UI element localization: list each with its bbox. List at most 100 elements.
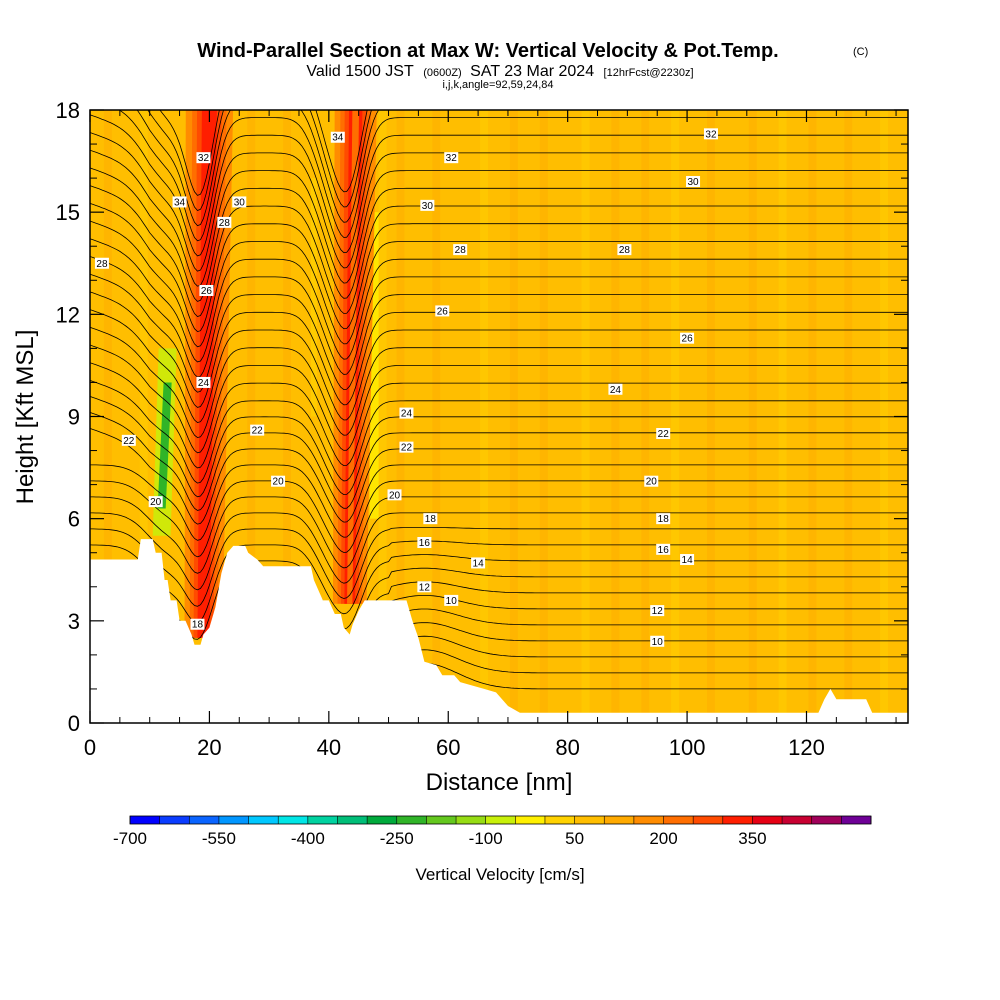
isentrope-line (90, 203, 908, 333)
subtitle-date: SAT 23 Mar 2024 (470, 63, 594, 80)
contour-label-text: 14 (682, 555, 694, 566)
contour-label-box (94, 257, 109, 269)
contour-label: 30 (420, 199, 435, 212)
colorbar-swatch (811, 816, 842, 824)
x-tick-label: 20 (197, 735, 221, 760)
contour-label: 26 (435, 305, 450, 317)
weak-downdraft-strip (369, 212, 379, 519)
contour-label: 12 (417, 581, 432, 593)
contour-label-box (417, 581, 432, 593)
isentrope-line (90, 256, 908, 378)
contour-label-text: 32 (446, 153, 458, 164)
contour-label-box (217, 216, 232, 228)
colorbar-swatch (604, 816, 635, 824)
colorbar-swatch (278, 816, 309, 824)
contour-label-text: 22 (123, 436, 135, 447)
x-tick-label: 100 (669, 735, 706, 760)
contour-label-text: 20 (646, 477, 658, 488)
isentrope-line (90, 132, 908, 272)
contour-label-text: 10 (446, 596, 458, 607)
colorbar-swatch (752, 816, 783, 824)
weak-downdraft-strip (310, 178, 317, 417)
subtitle-valid: Valid 1500 JST (306, 63, 414, 80)
contour-label: 26 (680, 332, 695, 345)
contour-label-text: 24 (198, 378, 210, 389)
colorbar-swatch (130, 816, 160, 824)
contour-label-text: 26 (682, 334, 694, 345)
colorbar-swatch (248, 816, 279, 824)
y-tick-label: 6 (68, 507, 80, 532)
contour-label-box (399, 441, 414, 453)
velocity-streak (139, 110, 148, 723)
isentrope-line (90, 380, 908, 484)
terrain-mask (90, 539, 908, 723)
contour-label: 28 (453, 244, 468, 256)
isentrope-line (90, 273, 908, 393)
colorbar-swatch (722, 816, 753, 824)
contour-label: 10 (650, 635, 665, 648)
subtitle-zulu: (0600Z) (423, 67, 462, 79)
colorbar-swatch (396, 816, 427, 824)
contour-label-box (617, 244, 632, 256)
colorbar-swatch (337, 816, 368, 824)
contour-label-box (680, 554, 695, 566)
contour-label-box (656, 543, 671, 555)
isentrope-line (90, 540, 908, 624)
contour-label: 14 (680, 554, 695, 566)
contour-label-text: 26 (201, 286, 213, 297)
contour-label: 20 (387, 489, 402, 501)
colorbar-swatch (841, 816, 872, 824)
colorbar-tick-label: 350 (738, 829, 766, 848)
contour-label-text: 12 (652, 606, 664, 617)
contour-label: 32 (703, 128, 718, 140)
contour-label: 18 (190, 618, 205, 631)
contour-label-box (196, 152, 211, 164)
contour-label-box (330, 131, 345, 143)
contour-label-box (399, 407, 414, 419)
contour-label: 22 (250, 424, 265, 437)
contour-label-text: 18 (658, 514, 670, 525)
isentrope-line (90, 114, 908, 257)
contour-label-box (608, 383, 623, 395)
colorbar: -700 -550 -400 -250 -100 50 200 350 (113, 815, 872, 848)
contour-label-text: 20 (150, 497, 162, 508)
contour-label-text: 26 (437, 306, 449, 317)
contour-label-box (271, 475, 286, 487)
contour-label-text: 30 (687, 177, 699, 188)
contour-label: 28 (94, 257, 109, 270)
contour-label: 20 (271, 475, 286, 488)
isentrope-line (90, 167, 908, 302)
isentrope-line (90, 291, 908, 408)
contour-label-text: 28 (219, 218, 231, 229)
contour-label-box (199, 284, 214, 296)
x-tick-label: 80 (555, 735, 579, 760)
colorbar-tick-label: -250 (380, 829, 414, 848)
contour-label-box (644, 475, 659, 487)
colorbar-tick-label: -400 (291, 829, 325, 848)
colorbar-swatch (633, 816, 664, 824)
contour-label-box (172, 196, 187, 208)
contour-label-text: 10 (652, 637, 664, 648)
colorbar-swatch (218, 816, 249, 824)
contour-label-box (121, 434, 136, 446)
contour-label-box (656, 428, 671, 440)
contour-label-text: 18 (425, 514, 437, 525)
contour-label: 32 (444, 152, 459, 164)
y-axis-title: Height [Kft MSL] (12, 330, 39, 505)
colorbar-swatch (426, 816, 457, 824)
x-tick-label: 0 (84, 735, 96, 760)
contour-label-box (650, 605, 665, 617)
contour-label-text: 34 (174, 197, 186, 208)
contour-label-box (686, 176, 701, 188)
isentrope-line (90, 412, 908, 511)
contour-label-box (148, 496, 163, 508)
contour-label: 22 (656, 428, 671, 440)
isentrope-line (90, 149, 908, 287)
contour-label-box (471, 557, 486, 569)
contour-label-box (423, 513, 438, 525)
contour-label: 34 (172, 196, 187, 208)
contour-label-box (656, 513, 671, 525)
contour-label-text: 32 (198, 153, 210, 164)
